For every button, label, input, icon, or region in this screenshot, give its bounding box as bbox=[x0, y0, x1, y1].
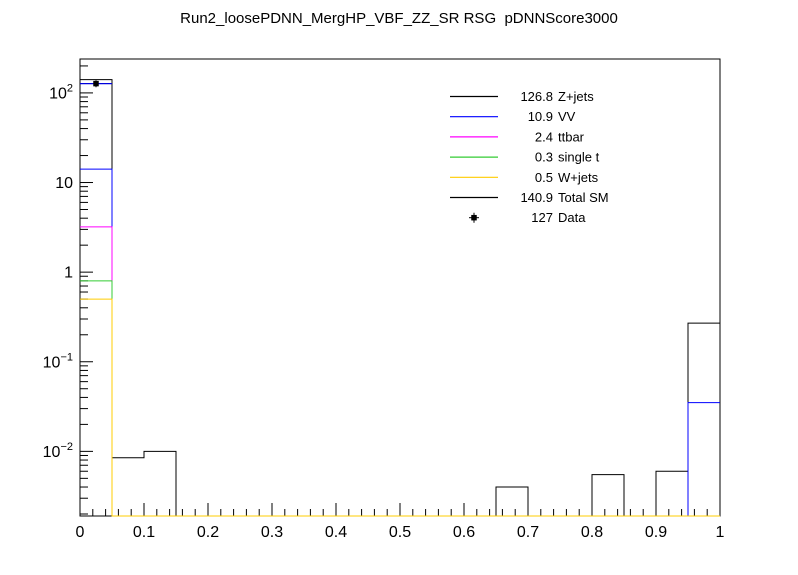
legend-item-total-sm: 140.9 Total SM bbox=[450, 190, 609, 205]
legend-label: VV bbox=[558, 109, 576, 124]
legend-label: Z+jets bbox=[558, 89, 594, 104]
legend-label: W+jets bbox=[558, 170, 599, 185]
legend-marker-sample bbox=[471, 214, 477, 221]
data-marker bbox=[93, 80, 99, 87]
legend-value: 127 bbox=[531, 210, 553, 225]
legend-value: 0.5 bbox=[535, 170, 553, 185]
x-tick-label: 0.4 bbox=[325, 524, 347, 541]
x-tick-label: 0.5 bbox=[389, 524, 411, 541]
x-tick-label: 0.9 bbox=[645, 524, 667, 541]
y-tick-label: 10−2 bbox=[43, 441, 73, 461]
legend-item-vv: 10.9 VV bbox=[450, 109, 576, 124]
legend-value: 10.9 bbox=[528, 109, 553, 124]
legend-label: single t bbox=[558, 150, 600, 165]
y-tick-label: 1 bbox=[64, 265, 73, 282]
x-tick-label: 0 bbox=[76, 524, 85, 541]
series-total-sm-and-zjets-stack-top bbox=[80, 79, 720, 517]
legend-label: ttbar bbox=[558, 129, 585, 144]
x-tick-label: 0.7 bbox=[517, 524, 539, 541]
x-tick-label: 0.2 bbox=[197, 524, 219, 541]
legend-item-w-jets: 0.5 W+jets bbox=[450, 170, 599, 185]
legend-value: 126.8 bbox=[520, 89, 553, 104]
legend-item-ttbar: 2.4 ttbar bbox=[450, 129, 585, 144]
legend-label: Data bbox=[558, 210, 586, 225]
plot-frame bbox=[79, 58, 721, 517]
x-tick-label: 0.1 bbox=[133, 524, 155, 541]
legend-item-data: 127 Data bbox=[469, 210, 586, 225]
series-w-jets-stack-boundary bbox=[80, 298, 720, 517]
y-tick-label: 10 bbox=[55, 175, 73, 192]
y-tick-label: 102 bbox=[49, 82, 73, 102]
legend: 126.8 Z+jets 10.9 VV 2.4 ttbar 0.3 single t 0.5 W… bbox=[450, 89, 609, 225]
legend-item-z-jets: 126.8 Z+jets bbox=[450, 89, 594, 104]
y-tick-label: 10−1 bbox=[43, 351, 73, 371]
x-tick-label: 1 bbox=[716, 524, 725, 541]
plot-title: Run2_loosePDNN_MergHP_VBF_ZZ_SR RSG pDNN… bbox=[180, 10, 618, 27]
x-tick-label: 0.3 bbox=[261, 524, 283, 541]
legend-label: Total SM bbox=[558, 190, 609, 205]
legend-value: 0.3 bbox=[535, 150, 553, 165]
legend-value: 140.9 bbox=[520, 190, 553, 205]
legend-item-single-t: 0.3 single t bbox=[450, 150, 600, 165]
x-tick-label: 0.8 bbox=[581, 524, 603, 541]
x-tick-label: 0.6 bbox=[453, 524, 475, 541]
legend-value: 2.4 bbox=[535, 129, 553, 144]
